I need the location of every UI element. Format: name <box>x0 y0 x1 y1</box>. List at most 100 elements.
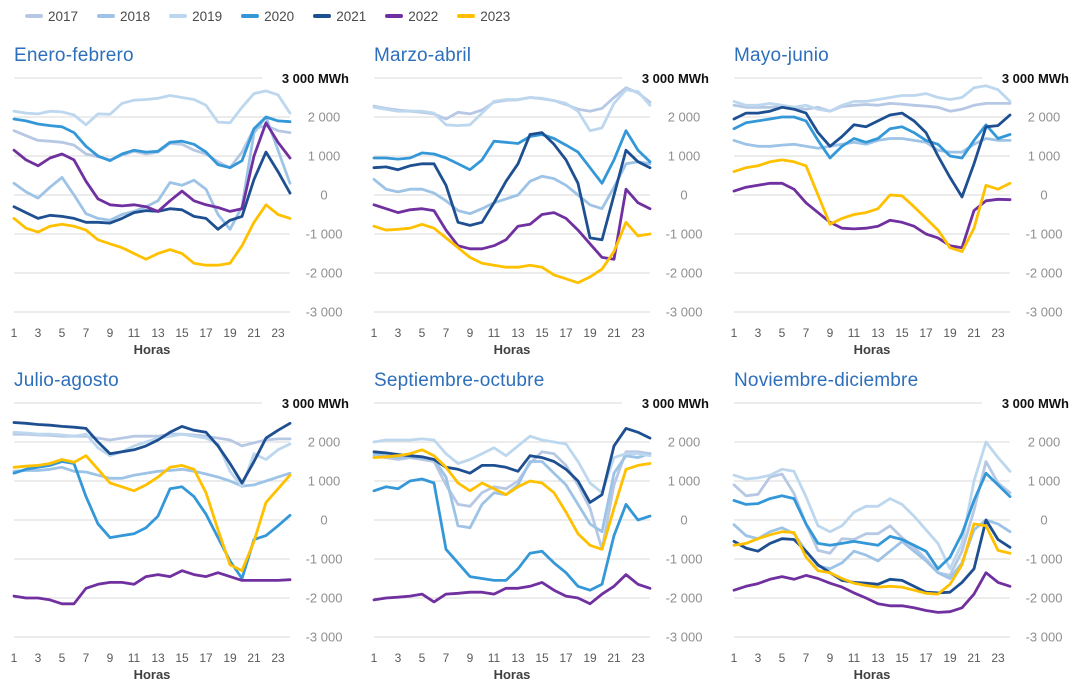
y-tick-label: -1 000 <box>666 552 703 567</box>
series-line-2019 <box>732 440 1012 571</box>
y-tick-label: 1 000 <box>1028 149 1061 164</box>
chart-title: Mayo-junio <box>734 45 829 66</box>
x-tick-label: 11 <box>488 326 501 340</box>
x-tick-label: 1 <box>371 651 378 665</box>
x-tick-label: 9 <box>467 651 474 665</box>
x-tick-label: 21 <box>967 326 981 340</box>
x-tick-label: 5 <box>419 326 426 340</box>
legend-swatch-2022 <box>385 14 404 18</box>
x-tick-label: 5 <box>779 651 786 665</box>
y-tick-label: -2 000 <box>306 266 343 281</box>
x-tick-label: 21 <box>607 326 621 340</box>
legend-item-2017[interactable]: 2017 <box>25 9 78 24</box>
legend-label: 2022 <box>408 8 439 24</box>
legend-item-2023[interactable]: 2023 <box>457 9 510 24</box>
y-tick-label: -3 000 <box>306 305 343 320</box>
y-tick-label: 1 000 <box>1028 474 1061 489</box>
x-tick-label: 5 <box>779 326 786 340</box>
x-tick-label: 23 <box>631 651 645 665</box>
x-tick-label: 7 <box>443 651 450 665</box>
series-line-2020 <box>372 477 652 592</box>
x-tick-label: 7 <box>443 326 450 340</box>
series-line-2023 <box>732 522 1012 596</box>
x-tick-label: 3 <box>755 651 762 665</box>
y-tick-label: -3 000 <box>666 305 703 320</box>
series-line-2018 <box>12 465 292 488</box>
chart-title: Julio-agosto <box>14 370 119 391</box>
series-line-2018 <box>732 137 1012 154</box>
series-line-2021 <box>372 427 652 504</box>
series-line-2021 <box>732 105 1012 199</box>
y-tick-label: -2 000 <box>666 591 703 606</box>
series-line-2019 <box>12 89 292 127</box>
legend-item-2020[interactable]: 2020 <box>241 9 294 24</box>
x-tick-label: 11 <box>848 651 861 665</box>
x-tick-label: 21 <box>967 651 981 665</box>
y-tick-label: 2 000 <box>1028 110 1061 125</box>
legend-swatch-2017 <box>25 14 43 18</box>
series-line-2021 <box>12 421 292 485</box>
x-tick-label: 19 <box>223 651 237 665</box>
y-axis-unit-label: 3 000 MWh <box>1002 396 1069 411</box>
legend-swatch-2019 <box>169 14 188 18</box>
series-line-2023 <box>12 203 292 267</box>
chart-title: Septiembre-octubre <box>374 370 545 391</box>
x-tick-label: 17 <box>199 651 213 665</box>
y-tick-label: 0 <box>680 188 687 203</box>
x-tick-label: 19 <box>943 651 957 665</box>
x-axis-title: Horas <box>494 342 531 357</box>
series-line-2020 <box>372 129 652 185</box>
x-tick-label: 23 <box>631 326 645 340</box>
hourly-mwh-small-multiples-page: { "chart_data": { "type": "line", "unit"… <box>0 8 1070 682</box>
series-line-2022 <box>372 573 652 606</box>
x-tick-label: 11 <box>848 326 861 340</box>
legend-item-2021[interactable]: 2021 <box>313 9 366 24</box>
series-line-2020 <box>732 471 1012 571</box>
legend-label: 2017 <box>48 8 79 24</box>
series-line-2022 <box>12 121 292 213</box>
x-tick-label: 1 <box>11 651 18 665</box>
x-tick-label: 17 <box>919 651 933 665</box>
y-tick-label: -2 000 <box>1026 591 1063 606</box>
x-tick-label: 5 <box>59 326 66 340</box>
x-tick-label: 3 <box>395 326 402 340</box>
x-tick-label: 19 <box>583 326 597 340</box>
x-tick-label: 13 <box>511 651 525 665</box>
series-line-2023 <box>732 158 1012 254</box>
legend-label: 2023 <box>480 8 511 24</box>
x-tick-label: 15 <box>535 326 549 340</box>
series-line-2020 <box>12 115 292 170</box>
y-axis-unit-label: 3 000 MWh <box>642 71 709 86</box>
y-tick-label: -3 000 <box>1026 630 1063 645</box>
x-tick-label: 13 <box>151 651 165 665</box>
x-tick-label: 17 <box>559 651 573 665</box>
series-line-2022 <box>12 569 292 606</box>
x-tick-label: 7 <box>803 326 810 340</box>
legend-item-2019[interactable]: 2019 <box>169 9 222 24</box>
x-tick-label: 3 <box>395 651 402 665</box>
series-line-2020 <box>732 115 1012 160</box>
y-tick-label: 2 000 <box>308 435 341 450</box>
legend-item-2022[interactable]: 2022 <box>385 9 438 24</box>
x-tick-label: 9 <box>107 651 114 665</box>
x-tick-label: 23 <box>991 651 1005 665</box>
x-tick-label: 11 <box>128 651 141 665</box>
legend-item-2018[interactable]: 2018 <box>97 9 150 24</box>
x-tick-label: 1 <box>731 326 738 340</box>
x-tick-label: 17 <box>199 326 213 340</box>
legend-swatch-2020 <box>241 14 260 18</box>
y-tick-label: 0 <box>1040 188 1047 203</box>
legend-swatch-2021 <box>313 14 332 18</box>
y-tick-label: -1 000 <box>306 227 343 242</box>
chart-title: Noviembre-diciembre <box>734 370 919 391</box>
chart-panel-enero-febrero: Enero-febrero 2 000 1 000 0 -1 000 -2 000 -3 … <box>0 45 360 375</box>
legend-label: 2018 <box>120 8 151 24</box>
y-tick-label: -2 000 <box>666 266 703 281</box>
y-tick-label: -1 000 <box>1026 552 1063 567</box>
y-tick-label: -1 000 <box>306 552 343 567</box>
